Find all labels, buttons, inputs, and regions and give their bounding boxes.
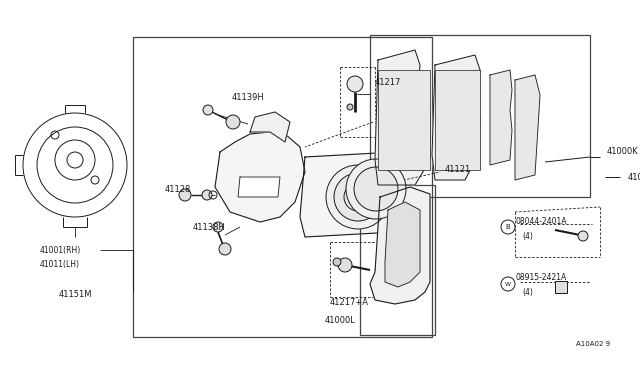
Text: 41121: 41121 [445,164,471,173]
Text: 41000K: 41000K [607,148,639,157]
Text: 41151M: 41151M [58,290,92,299]
Circle shape [334,173,382,221]
Polygon shape [432,55,480,180]
Text: W: W [505,282,511,286]
Bar [435,70,480,170]
Circle shape [326,165,390,229]
Polygon shape [375,50,430,185]
Text: 41011(LH): 41011(LH) [40,260,80,269]
Text: 41080K: 41080K [628,173,640,183]
Circle shape [179,189,191,201]
Text: (4): (4) [522,232,533,241]
Text: 41217: 41217 [375,78,401,87]
Polygon shape [250,112,290,142]
Circle shape [346,159,406,219]
Text: 41128: 41128 [165,186,191,195]
Text: 41139H: 41139H [232,93,265,102]
Circle shape [203,105,213,115]
Bar [133,37,432,337]
Bar [370,35,590,197]
Text: 08915-2421A: 08915-2421A [516,273,567,282]
Bar [555,281,567,293]
Circle shape [578,231,588,241]
Polygon shape [370,187,430,304]
Circle shape [354,167,398,211]
Text: 41217+A: 41217+A [330,298,369,307]
Circle shape [226,115,240,129]
Bar [360,185,435,335]
Polygon shape [215,132,305,222]
Polygon shape [238,177,280,197]
Text: 41001(RH): 41001(RH) [40,246,81,254]
Text: 41000L: 41000L [324,316,355,325]
Polygon shape [490,70,512,165]
Polygon shape [300,152,400,237]
Circle shape [219,243,231,255]
Text: A10A02 9: A10A02 9 [576,341,610,347]
Polygon shape [515,75,540,180]
Text: 08044-2401A: 08044-2401A [516,218,568,227]
Circle shape [202,190,212,200]
Text: 41138H: 41138H [193,222,226,231]
Text: (4): (4) [522,289,533,298]
Circle shape [213,222,223,232]
Text: B: B [506,224,510,230]
Polygon shape [385,202,420,287]
Circle shape [347,76,363,92]
Circle shape [333,258,341,266]
Circle shape [338,258,352,272]
Bar [378,70,430,170]
Circle shape [347,104,353,110]
